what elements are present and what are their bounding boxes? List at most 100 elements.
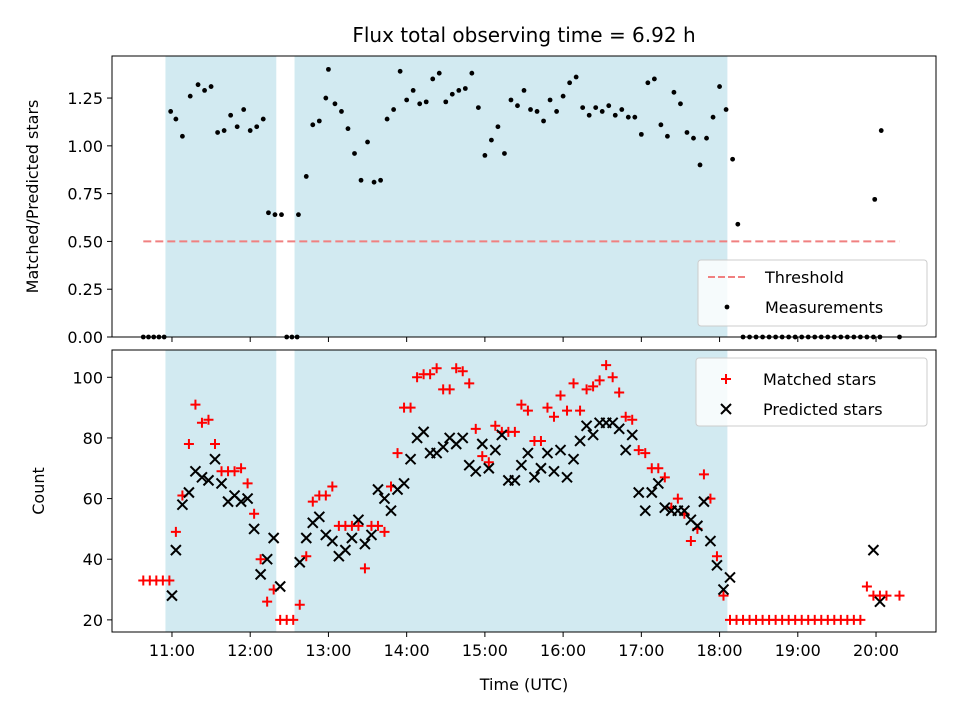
matched-point xyxy=(203,414,214,425)
x-tick-label: 20:00 xyxy=(853,641,899,660)
measurement-point xyxy=(599,109,605,114)
measurement-point xyxy=(462,86,468,91)
legend-matched-swatch xyxy=(721,374,731,384)
matched-point xyxy=(183,439,194,449)
matched-point xyxy=(509,426,520,437)
measurement-point xyxy=(475,105,481,111)
measurement-point xyxy=(168,109,174,114)
predicted-point xyxy=(378,492,391,505)
predicted-point xyxy=(659,501,671,514)
matched-point xyxy=(718,590,729,601)
measurement-point xyxy=(495,124,501,130)
predicted-point xyxy=(509,474,521,487)
measurement-point xyxy=(502,151,507,156)
predicted-point xyxy=(235,495,247,508)
y-tick-label: 0.25 xyxy=(67,280,103,299)
matched-point xyxy=(457,366,468,377)
x-tick-label: 19:00 xyxy=(775,641,821,660)
x-tick-label: 17:00 xyxy=(618,641,664,660)
predicted-point xyxy=(470,465,482,477)
predicted-point xyxy=(554,444,567,456)
measurement-point xyxy=(378,177,383,183)
measurement-point xyxy=(173,116,179,122)
matched-point xyxy=(653,463,664,474)
predicted-point xyxy=(215,477,228,490)
measurement-point xyxy=(573,74,579,80)
measurement-point xyxy=(704,135,709,141)
matched-point xyxy=(594,375,605,386)
matched-point xyxy=(685,536,696,547)
matched-stars-points xyxy=(138,360,905,625)
count-panel: 11:00 12:00 13:00 14:00 15:00 16:00 17:00 18:00… xyxy=(29,349,937,694)
matched-point xyxy=(659,472,670,483)
matched-point xyxy=(516,399,527,410)
measurement-point xyxy=(678,101,683,107)
legend-measurements-swatch xyxy=(724,304,730,310)
measurement-point xyxy=(221,128,227,133)
predicted-point xyxy=(580,420,593,432)
x-tick-label: 18:00 xyxy=(697,641,743,660)
matched-point xyxy=(633,445,644,456)
measurement-point xyxy=(323,95,329,101)
matched-point xyxy=(294,599,305,610)
matched-point xyxy=(588,381,599,392)
y-axis-label: Count xyxy=(29,467,48,515)
predicted-point xyxy=(166,589,178,602)
measurement-point xyxy=(397,68,403,74)
predicted-point xyxy=(352,514,365,526)
measurement-point xyxy=(260,116,266,122)
matched-point xyxy=(855,614,866,625)
predicted-point xyxy=(267,532,280,544)
measurement-point xyxy=(215,130,221,135)
predicted-point xyxy=(365,529,378,541)
measurement-point xyxy=(443,99,449,105)
measurement-point xyxy=(180,133,185,139)
predicted-point xyxy=(704,535,717,547)
measurement-point xyxy=(515,103,520,109)
measurement-point xyxy=(586,112,592,118)
predicted-point xyxy=(626,429,638,441)
matched-point xyxy=(249,508,260,519)
matched-point xyxy=(288,614,299,625)
matched-point xyxy=(307,496,318,507)
measurement-point xyxy=(619,107,625,112)
chart-title: Flux total observing time = 6.92 h xyxy=(352,23,695,47)
y-axis-label: Matched/Predicted stars xyxy=(23,100,42,294)
measurement-point xyxy=(303,174,309,179)
measurement-point xyxy=(272,212,278,218)
x-tick-label: 12:00 xyxy=(227,641,273,660)
predicted-point xyxy=(437,441,449,453)
x-tick-label: 14:00 xyxy=(384,641,430,660)
legend-x-marker xyxy=(720,403,732,415)
measurement-point xyxy=(384,116,390,122)
observing-span-1 xyxy=(294,56,728,337)
y-tick-label: 60 xyxy=(83,490,103,509)
x-ticks xyxy=(171,337,877,342)
measurement-point xyxy=(417,101,423,107)
measurement-point xyxy=(279,212,284,218)
measurement-point xyxy=(430,76,436,82)
matched-point xyxy=(210,439,220,449)
x-ticks: 11:00 12:00 13:00 14:00 15:00 16:00 17:00 18:00… xyxy=(149,632,899,660)
legend-label-matched: Matched stars xyxy=(763,370,876,389)
measurement-point xyxy=(697,162,703,168)
matched-point xyxy=(861,581,872,592)
matched-point xyxy=(242,478,253,489)
measurement-point xyxy=(645,80,651,86)
matched-point xyxy=(229,466,240,477)
predicted-point xyxy=(574,435,586,447)
measurement-point xyxy=(326,66,331,72)
predicted-point xyxy=(385,505,397,517)
matched-point xyxy=(236,463,247,474)
measurement-point xyxy=(547,97,553,103)
measurement-point xyxy=(482,153,488,158)
measurement-point xyxy=(684,130,690,135)
matched-point xyxy=(640,448,651,459)
legend: Threshold Measurements xyxy=(697,259,928,327)
predicted-point xyxy=(528,471,541,484)
matched-point xyxy=(698,469,709,480)
matched-point xyxy=(542,402,553,413)
measurement-point xyxy=(723,107,729,112)
measurement-point xyxy=(625,114,631,120)
predicted-point xyxy=(254,568,267,581)
